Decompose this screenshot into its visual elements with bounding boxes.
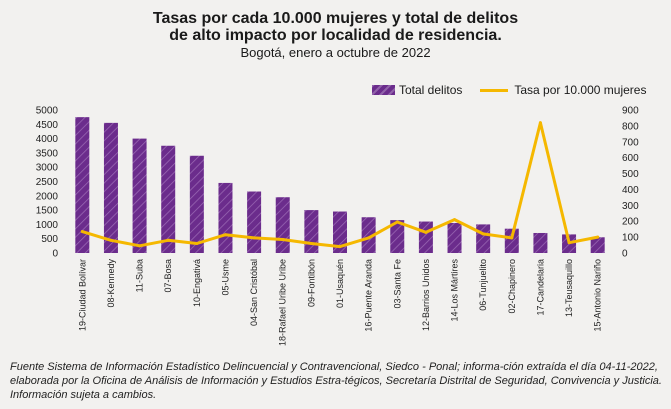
point-tasa-mujeres xyxy=(338,245,342,249)
point-tasa-mujeres xyxy=(395,220,399,224)
bar-total-delitos xyxy=(304,210,319,253)
y-left-tick-label: 0 xyxy=(52,249,58,260)
bar-total-delitos xyxy=(189,155,204,253)
bar-total-delitos xyxy=(390,220,405,253)
point-tasa-mujeres xyxy=(195,241,199,245)
x-category-label: 05-Usme xyxy=(220,259,230,296)
point-tasa-mujeres xyxy=(138,244,142,248)
point-tasa-mujeres xyxy=(510,236,514,240)
legend-label-line: Tasa por 10.000 mujeres xyxy=(514,83,647,97)
point-tasa-mujeres xyxy=(453,218,457,222)
y-left-tick-label: 4000 xyxy=(36,134,59,145)
bar-total-delitos xyxy=(275,197,290,253)
point-tasa-mujeres xyxy=(252,236,256,240)
y-left-tick-label: 5000 xyxy=(36,106,59,117)
bar-total-delitos xyxy=(361,217,376,253)
x-category-label: 11-Suba xyxy=(135,259,145,292)
point-tasa-mujeres xyxy=(80,230,84,234)
x-category-label: 06-Tunjuelito xyxy=(478,259,488,311)
point-tasa-mujeres xyxy=(596,235,600,239)
bar-total-delitos xyxy=(333,211,347,253)
y-right-tick-label: 900 xyxy=(622,106,639,117)
y-left-tick-label: 500 xyxy=(41,234,58,245)
y-right-tick-label: 400 xyxy=(622,185,639,196)
legend-swatch-line xyxy=(480,88,509,92)
point-tasa-mujeres xyxy=(367,236,371,240)
bar-total-delitos xyxy=(132,138,147,253)
y-right-tick-label: 600 xyxy=(622,153,639,164)
chart-title-line-2: de alto impacto por localidad de residen… xyxy=(169,27,502,44)
point-tasa-mujeres xyxy=(223,233,227,237)
y-left-tick-label: 4500 xyxy=(36,120,59,131)
x-category-label: 14-Los Mártires xyxy=(450,259,460,322)
x-category-label: 08-Kennedy xyxy=(106,259,116,308)
bar-total-delitos xyxy=(418,221,433,253)
y-left-tick-label: 3500 xyxy=(36,148,59,159)
y-left-tick-label: 3000 xyxy=(36,163,59,174)
chart-legend: Total delitos Tasa por 10.000 mujeres xyxy=(372,83,646,97)
y-right-tick-label: 0 xyxy=(622,249,628,260)
y-right-tick-label: 200 xyxy=(622,217,639,228)
point-tasa-mujeres xyxy=(281,237,285,241)
chart-title: Tasas por cada 10.000 mujeres y total de… xyxy=(0,10,671,44)
source-note: Fuente Sistema de Información Estadístic… xyxy=(10,361,662,401)
chart-plot: 0500100015002000250030003500400045005000… xyxy=(36,106,639,347)
x-category-label: 17-Candelaria xyxy=(535,259,545,316)
point-tasa-mujeres xyxy=(567,241,571,245)
y-right-tick-label: 800 xyxy=(622,121,639,132)
bar-total-delitos xyxy=(103,122,118,254)
bar-total-delitos xyxy=(161,145,176,253)
y-right-tick-label: 100 xyxy=(622,233,639,244)
bar-total-delitos xyxy=(247,191,262,253)
y-right-tick-label: 500 xyxy=(622,169,639,180)
bar-total-delitos xyxy=(447,222,462,253)
x-category-label: 16-Puente Aranda xyxy=(364,259,374,332)
x-category-label: 09-Fontibón xyxy=(306,259,316,307)
y-right-tick-label: 300 xyxy=(622,201,639,212)
x-category-label: 15-Antonio Nariño xyxy=(593,259,603,332)
point-tasa-mujeres xyxy=(166,238,170,242)
point-tasa-mujeres xyxy=(309,241,313,245)
point-tasa-mujeres xyxy=(481,232,485,236)
x-category-label: 12-Barrios Unidos xyxy=(421,259,431,332)
point-tasa-mujeres xyxy=(424,230,428,234)
y-left-tick-label: 1000 xyxy=(36,220,59,231)
y-left-tick-label: 2500 xyxy=(36,177,59,188)
x-category-label: 04-San Cristóbal xyxy=(249,259,259,326)
bar-total-delitos xyxy=(533,232,548,253)
x-category-label: 19-Ciudad Bolívar xyxy=(77,259,87,331)
x-category-label: 02-Chapinero xyxy=(507,259,517,314)
x-category-label: 18-Rafael Uribe Uribe xyxy=(278,259,288,346)
y-left-tick-label: 1500 xyxy=(36,206,59,217)
legend-swatch-bars xyxy=(372,85,395,95)
bar-total-delitos xyxy=(590,237,605,253)
chart-subtitle: Bogotá, enero a octubre de 2022 xyxy=(240,45,431,60)
point-tasa-mujeres xyxy=(109,238,113,242)
y-left-tick-label: 2000 xyxy=(36,191,59,202)
bar-total-delitos xyxy=(476,224,491,253)
legend-label-bars: Total delitos xyxy=(399,83,463,97)
bar-total-delitos xyxy=(504,228,519,253)
y-right-tick-label: 700 xyxy=(622,137,639,148)
x-category-label: 13-Teusaquillo xyxy=(564,259,574,317)
x-category-label: 03-Santa Fe xyxy=(392,259,402,309)
point-tasa-mujeres xyxy=(538,121,542,125)
chart-title-line-1: Tasas por cada 10.000 mujeres y total de… xyxy=(152,10,519,27)
bar-total-delitos xyxy=(75,117,90,254)
x-category-label: 07-Bosa xyxy=(163,259,173,293)
bar-total-delitos xyxy=(218,182,233,253)
x-category-label: 01-Usaquén xyxy=(335,259,345,308)
x-category-label: 10-Engativá xyxy=(192,259,202,307)
